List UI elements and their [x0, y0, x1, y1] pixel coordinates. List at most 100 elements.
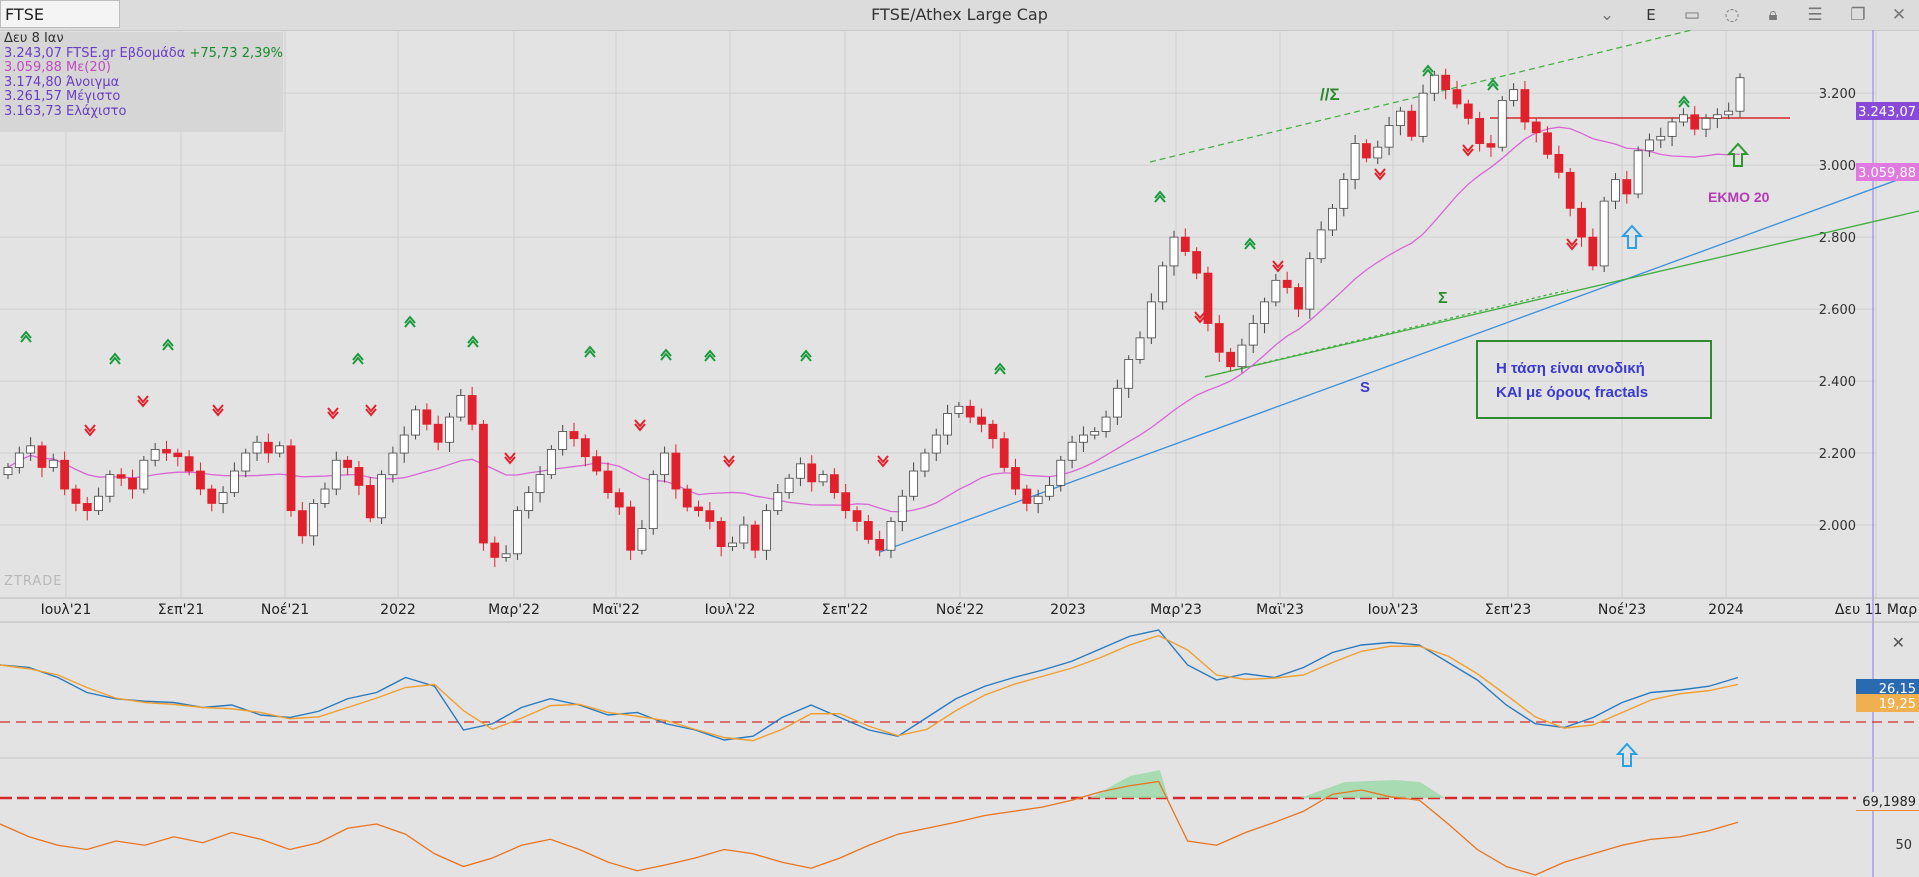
chevron-down-icon[interactable]: ⌄	[1599, 5, 1615, 25]
menu-icon[interactable]: ☰	[1807, 5, 1823, 25]
candle	[196, 462, 205, 496]
candle	[535, 466, 545, 503]
candle	[1599, 196, 1609, 273]
time-tick: Μαρ'23	[1150, 602, 1202, 618]
fractal-down-icon	[504, 452, 516, 465]
candle-body	[1079, 434, 1088, 443]
candle	[671, 444, 681, 499]
period-button[interactable]: E	[1646, 6, 1656, 24]
candle-body	[1509, 89, 1518, 101]
candle-body	[875, 539, 885, 551]
up-arrow-icon	[1726, 142, 1750, 167]
candle-body	[1531, 121, 1541, 134]
candle	[184, 450, 194, 476]
time-tick: Νοέ'22	[936, 602, 984, 618]
info-high: 3.261,57 Μέγιστο	[4, 89, 121, 104]
candle	[445, 412, 454, 452]
candle	[1712, 108, 1722, 129]
candle	[1429, 70, 1439, 102]
candle-body	[501, 553, 511, 558]
s-label: S	[1360, 379, 1370, 396]
candle	[1101, 410, 1111, 438]
candle-body	[139, 459, 149, 490]
candle-body	[37, 445, 47, 468]
candle-body	[1712, 114, 1722, 119]
candle-body	[1441, 74, 1451, 90]
comment-icon[interactable]: ◌	[1724, 5, 1740, 25]
candle-body	[3, 467, 13, 476]
candle-body	[1101, 416, 1111, 432]
lock-icon[interactable]: 🔒︎	[1768, 5, 1778, 25]
candle	[626, 500, 636, 560]
candle	[1248, 314, 1258, 354]
candle	[818, 470, 828, 487]
fractal-up-icon	[1678, 95, 1690, 108]
candle-body	[297, 510, 307, 537]
candle	[796, 457, 805, 487]
symbol-input[interactable]: FTSE	[0, 0, 120, 28]
time-tick: Ιουλ'23	[1368, 602, 1419, 618]
candle	[909, 462, 919, 501]
candle	[1497, 96, 1507, 152]
candle-body	[1622, 179, 1632, 195]
candle	[297, 501, 307, 544]
candle-body	[1667, 121, 1677, 137]
fractal-up-icon	[1244, 237, 1256, 250]
candle-body	[546, 449, 556, 476]
candle	[739, 516, 749, 550]
fractal-up-icon	[162, 338, 174, 351]
candle-body	[1260, 301, 1269, 324]
candle-body	[1158, 265, 1168, 303]
info-ma: 3.059,88 Με(20)	[4, 60, 111, 75]
fractal-down-icon	[1566, 238, 1578, 251]
candle-body	[1645, 139, 1654, 152]
candle-body	[218, 492, 228, 504]
time-tick: Σεπ'23	[1485, 602, 1532, 618]
candle-body	[71, 488, 81, 504]
candle-body	[1033, 495, 1043, 504]
candle-body	[105, 474, 115, 497]
candle	[1305, 252, 1315, 319]
candle-body	[1305, 258, 1315, 310]
price-badge-bg	[1856, 102, 1919, 120]
candle-body	[1588, 236, 1598, 267]
candle-body	[433, 423, 443, 443]
close-panel-icon[interactable]: ✕	[1891, 633, 1905, 652]
fractal-down-icon	[634, 419, 646, 432]
candle-body	[750, 524, 760, 551]
candle-body	[897, 495, 907, 522]
candle	[863, 514, 873, 544]
candle-body	[1395, 110, 1405, 126]
panel-icon[interactable]: ▭	[1683, 5, 1701, 25]
fractal-up-icon	[467, 335, 479, 348]
candle	[1124, 355, 1134, 398]
price-tick: 3.000	[1819, 159, 1856, 174]
candle	[1486, 134, 1496, 157]
candle	[399, 426, 409, 463]
candle	[388, 446, 398, 483]
candle-body	[286, 445, 296, 512]
candle	[1237, 338, 1247, 373]
candle	[1282, 271, 1292, 294]
candle-body	[1180, 236, 1190, 252]
candle-body	[1577, 207, 1586, 238]
candle	[897, 489, 907, 532]
close-icon[interactable]: ✕	[1891, 5, 1907, 25]
candle-body	[196, 470, 205, 490]
candle-body	[445, 416, 454, 443]
candle	[1294, 283, 1303, 318]
candle-body	[1124, 359, 1134, 389]
restore-icon[interactable]: ❐	[1850, 5, 1866, 25]
candle	[26, 437, 36, 461]
candle	[377, 470, 386, 524]
candle	[1667, 117, 1677, 147]
candle	[524, 486, 534, 519]
fractal-line-dotted	[1204, 289, 1569, 378]
candle	[1565, 168, 1575, 217]
time-tick: Μαϊ'23	[1256, 602, 1304, 618]
price-tick: 2.800	[1819, 231, 1856, 246]
chart-area[interactable]: 3.200 3.000 2.800 2.600 2.400 2.200 2.000 Ιουλ'…	[0, 30, 1919, 877]
candle-body	[1192, 251, 1202, 274]
candle-body	[592, 456, 602, 472]
candle-body	[739, 524, 749, 544]
